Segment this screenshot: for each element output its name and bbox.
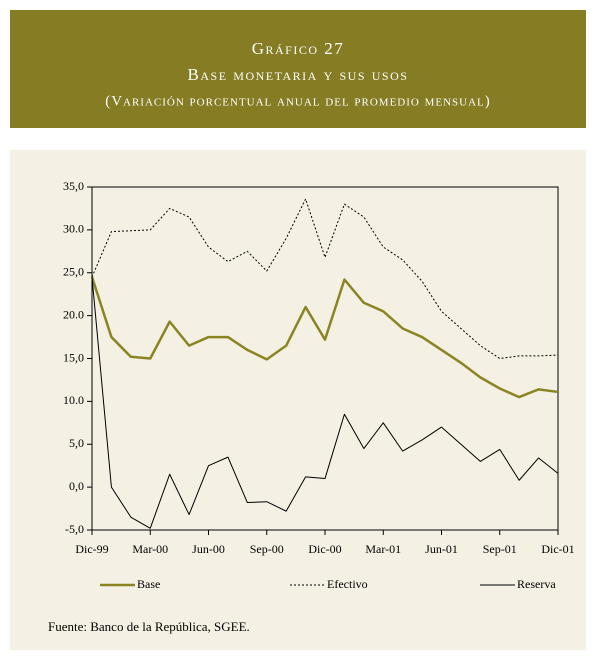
header-band	[10, 10, 586, 128]
y-tick-label: 15,0	[63, 350, 84, 364]
x-tick-label: Mar-00	[132, 542, 168, 556]
x-tick-label: Dic-99	[75, 542, 108, 556]
legend-label: Base	[137, 577, 160, 591]
y-tick-label: 35,0	[63, 179, 84, 193]
y-tick-label: 0,0	[69, 479, 84, 493]
panel	[10, 150, 586, 650]
series-line	[91, 276, 559, 529]
legend-label: Efectivo	[327, 577, 368, 591]
chart-note: (Variación porcentual anual del promedio…	[105, 93, 491, 109]
x-tick-label: Mar-01	[365, 542, 401, 556]
y-tick-label: 5,0	[69, 436, 84, 450]
x-tick-label: Sep-00	[250, 542, 284, 556]
y-tick-label: -5,0	[65, 522, 84, 536]
y-tick-label: 25,0	[63, 265, 84, 279]
chart-title: Gráfico 27	[252, 39, 345, 58]
x-tick-label: Dic-01	[541, 542, 574, 556]
series-line	[90, 276, 559, 399]
x-tick-label: Jun-01	[425, 542, 458, 556]
legend-label: Reserva	[517, 577, 556, 591]
x-tick-label: Dic-00	[308, 542, 341, 556]
y-tick-label: 20.0	[63, 307, 84, 321]
y-tick-label: 10.0	[63, 393, 84, 407]
x-tick-label: Jun-00	[192, 542, 225, 556]
chart-subtitle: Base monetaria y sus usos	[188, 65, 409, 84]
series-line	[91, 198, 559, 359]
y-tick-label: 30.0	[63, 222, 84, 236]
x-tick-label: Sep-01	[483, 542, 517, 556]
source: Fuente: Banco de la República, SGEE.	[48, 619, 250, 634]
